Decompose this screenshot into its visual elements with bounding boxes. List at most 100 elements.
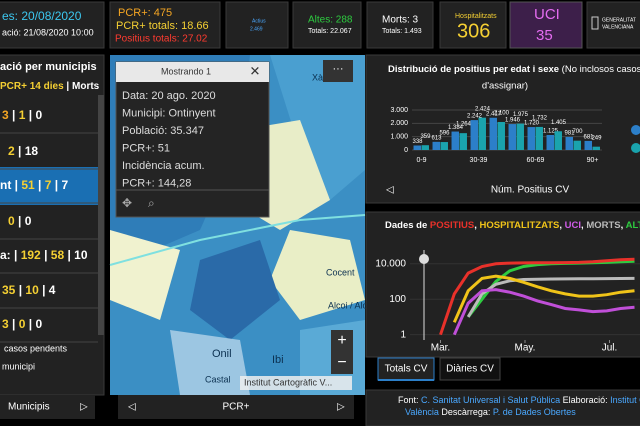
value-label: 2.424	[475, 106, 491, 112]
zoom-to-icon[interactable]: ⌕	[148, 196, 155, 210]
y-tick-label: 1.000	[390, 134, 408, 141]
hospital-box	[439, 1, 507, 49]
date: es: 20/08/2020	[2, 9, 82, 23]
slider-handle[interactable]	[419, 254, 429, 264]
row-value: 0	[19, 317, 26, 331]
footer-line: Font: C. Sanitat Universal i Salut Públi…	[398, 395, 640, 405]
row-name: a:	[0, 248, 11, 262]
legend-dot[interactable]	[631, 143, 640, 153]
tab-arrow: ▷	[337, 402, 345, 413]
value-label: 1.264	[456, 122, 472, 128]
scrollbar[interactable]	[98, 95, 104, 335]
pan-icon[interactable]: ✥	[122, 196, 132, 210]
date-box	[0, 1, 105, 49]
value-label: 700	[572, 129, 583, 135]
separator: |	[39, 283, 49, 297]
bar	[565, 136, 573, 150]
separator: |	[51, 178, 61, 192]
separator: |	[35, 178, 45, 192]
hospital-value: 306	[457, 20, 490, 42]
value-label: 2.100	[494, 111, 510, 117]
x-tick-label: 90+	[587, 157, 599, 164]
row-value: 7	[45, 178, 52, 192]
popup-line: Població: 35.347	[122, 125, 204, 137]
legend-pcr: PCR+ 14 dies	[0, 81, 64, 92]
map-tab[interactable]	[118, 395, 354, 419]
bar	[592, 146, 600, 150]
value-label: 338	[413, 139, 424, 145]
tab-arrow: ◁	[128, 402, 136, 413]
y-tick-label: 0	[404, 147, 408, 154]
title-part: POSITIUS	[430, 220, 474, 231]
panel-title: ació per municipis	[0, 61, 97, 73]
value-label: 596	[439, 131, 450, 137]
line	[439, 257, 635, 336]
title-part: ,	[581, 220, 586, 231]
separator: |	[11, 248, 21, 262]
municipality-tab[interactable]	[0, 395, 95, 419]
tab-label: Totals CV	[385, 364, 428, 375]
legend-dot[interactable]	[631, 125, 640, 135]
footer-part: Descàrrega:	[439, 407, 493, 417]
pcr: PCR+: 475	[118, 7, 172, 19]
footer-part: P. de Dades Obertes	[493, 407, 576, 417]
zoom-out[interactable]	[331, 352, 353, 374]
logo-icon	[591, 16, 599, 30]
region	[270, 230, 365, 320]
separator: |	[15, 214, 25, 228]
age-subtitle: (No inclosos casos per	[559, 64, 640, 75]
zoom-out-icon: −	[337, 354, 346, 371]
y-tick-label: 100	[389, 294, 406, 305]
x-tick-label: 0-9	[416, 157, 426, 164]
row: 3 | 1 | 0	[2, 108, 42, 122]
zoom-in[interactable]	[331, 330, 353, 352]
pcr-total: PCR+ totals: 18.66	[116, 20, 209, 32]
line	[452, 288, 635, 336]
bar	[535, 126, 543, 150]
row: nt | 51 | 7 | 7	[0, 178, 68, 192]
value-label: 1.125	[543, 129, 559, 135]
row-value: 10	[25, 283, 39, 297]
row-value: 0	[35, 317, 42, 331]
discharged-box	[292, 1, 362, 49]
bar	[478, 117, 486, 150]
row-value: 58	[51, 248, 65, 262]
deaths-total: Totals: 1.493	[382, 28, 422, 35]
row-value: 4	[49, 283, 56, 297]
tab-label: PCR+	[223, 402, 250, 413]
value-label: 613	[432, 135, 443, 141]
border	[109, 214, 366, 266]
row-value: 18	[25, 144, 39, 158]
place: Alcoi / Alc	[328, 300, 368, 310]
bar	[527, 127, 535, 150]
row-value: 7	[61, 178, 68, 192]
popup-header	[116, 62, 269, 82]
title-part: MORTS	[586, 220, 620, 231]
separator: |	[15, 283, 25, 297]
x-tick-label: 30-39	[470, 157, 488, 164]
tab-daily[interactable]	[439, 357, 501, 381]
popup-line: PCR+: 51	[122, 142, 170, 154]
value-label: 2.417	[486, 111, 502, 117]
region	[110, 230, 180, 320]
update: ació: 21/08/2020 10:00	[2, 27, 94, 37]
value-label: 1.720	[524, 121, 540, 127]
row-value: 0	[35, 108, 42, 122]
map-menu[interactable]	[323, 60, 353, 82]
tab-arrow: ◁	[386, 185, 394, 196]
y-tick-label: 2.000	[390, 120, 408, 127]
row-value: 35	[2, 283, 16, 297]
bar	[497, 122, 505, 150]
value-label: 1.405	[551, 120, 567, 126]
logo-box	[586, 1, 640, 49]
popup-close[interactable]: ✕	[250, 63, 261, 78]
row: 35 | 10 | 4	[2, 283, 56, 297]
region	[270, 55, 365, 200]
attribution: Institut Cartogràfic V...	[244, 377, 332, 387]
line	[452, 274, 635, 323]
separator: |	[25, 108, 35, 122]
separator: |	[15, 144, 25, 158]
bar	[508, 124, 516, 150]
popup-line: Incidència acum.	[122, 160, 205, 172]
y-tick-label: 10.000	[375, 258, 406, 269]
